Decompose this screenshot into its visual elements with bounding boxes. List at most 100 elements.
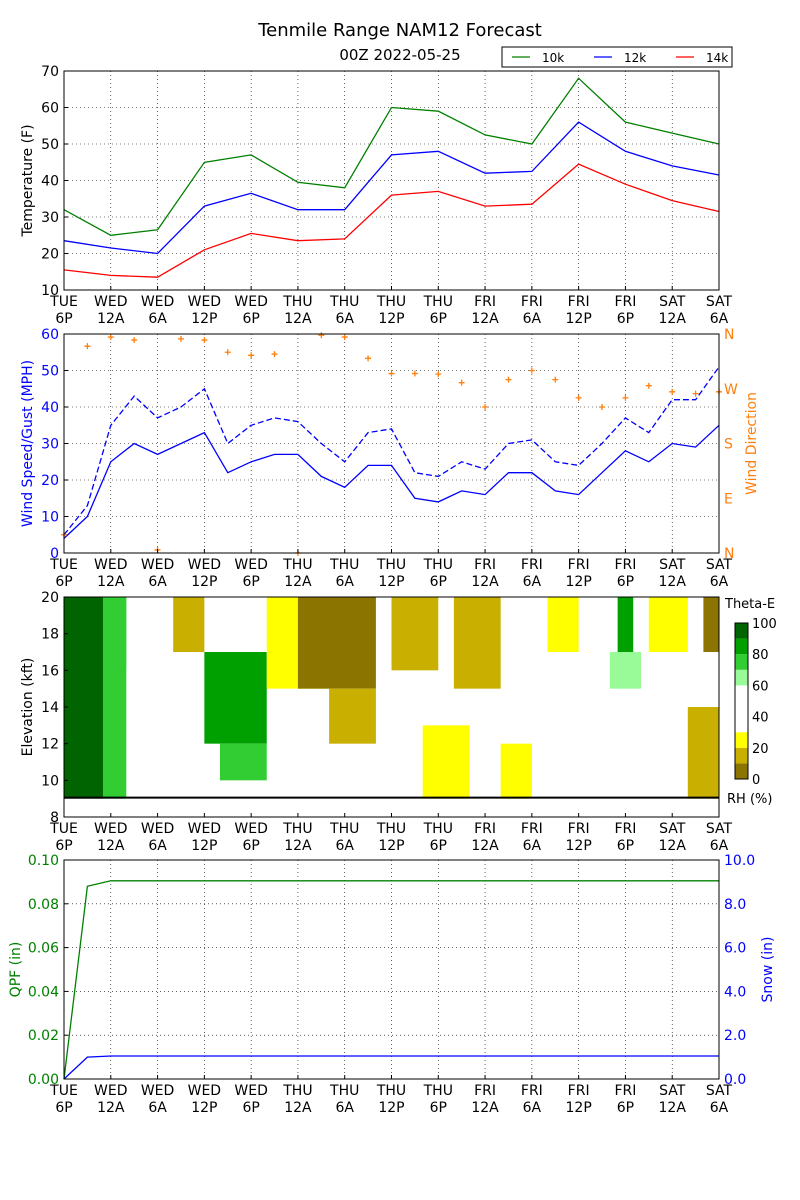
series-10k xyxy=(63,77,720,236)
rh-cell xyxy=(64,597,103,799)
colorbar-tick-label: 80 xyxy=(752,648,769,663)
rh-cell xyxy=(297,597,376,689)
colorbar-tick-label: 100 xyxy=(752,617,777,632)
colorbar-tick-label: 0 xyxy=(752,773,760,788)
x-tick-label-hour: 6P xyxy=(617,311,634,327)
wind-direction-marker xyxy=(341,334,348,341)
y2-tick-label: E xyxy=(724,491,733,507)
rh-cell xyxy=(204,652,267,744)
y2-tick-label: 10.0 xyxy=(724,853,755,869)
panel-precip: 0.0 2.0 4.0 6.0 8.0 10.0 Snow (in) 0.00 0.02 0.04… xyxy=(8,853,776,1116)
wind-direction-marker xyxy=(131,337,138,344)
legend-box xyxy=(501,46,733,68)
x-tick-label-day: WED xyxy=(188,557,221,573)
x-tick-label-day: WED xyxy=(188,294,221,310)
x-tick-label-day: SAT xyxy=(659,1083,686,1099)
x-tick-label-day: WED xyxy=(94,821,127,837)
x-tick-label-hour: 6A xyxy=(148,1100,167,1116)
y-axis-label: Elevation (kft) xyxy=(20,658,36,757)
x-tick-label-day: TUE xyxy=(49,557,78,573)
wind-direction-marker xyxy=(435,371,442,378)
legend-label: 12k xyxy=(624,51,646,65)
x-tick-label-hour: 12P xyxy=(378,1100,404,1116)
y-tick-label: 60 xyxy=(41,101,59,117)
wind-direction-marker xyxy=(645,382,652,389)
wind-direction-marker xyxy=(388,370,395,377)
x-tick-label-day: THU xyxy=(282,557,312,573)
wind-direction-marker xyxy=(575,394,582,401)
wind-direction-marker xyxy=(84,343,91,350)
x-tick-label-day: THU xyxy=(329,1083,359,1099)
x-tick-label-day: FRI xyxy=(474,1083,496,1099)
x-tick-label-hour: 6A xyxy=(523,838,542,854)
x-tick-label-hour: 6P xyxy=(617,574,634,590)
x-tick-label-day: FRI xyxy=(568,557,590,573)
x-tick-label-day: FRI xyxy=(474,294,496,310)
wind-direction-marker xyxy=(622,394,629,401)
x-tick-label-day: WED xyxy=(94,557,127,573)
y-axis-label: Wind Speed/Gust (MPH) xyxy=(20,360,36,527)
x-tick-label-hour: 6P xyxy=(430,838,447,854)
y-axis-label: Temperature (F) xyxy=(20,124,36,237)
y2-tick-label: N xyxy=(724,327,734,343)
colorbar-bin xyxy=(735,747,748,764)
y-tick-label: 60 xyxy=(41,327,59,343)
colorbar-bin xyxy=(735,654,748,670)
y-tick-label: 50 xyxy=(41,137,59,153)
x-tick-label-hour: 12A xyxy=(659,311,687,327)
wind-direction-marker xyxy=(669,388,676,395)
y-tick-label: 8 xyxy=(50,810,59,826)
x-tick-label-hour: 12P xyxy=(566,1100,592,1116)
x-tick-label-hour: 6P xyxy=(242,311,259,327)
x-tick-label-hour: 12P xyxy=(191,1100,217,1116)
series-speed xyxy=(63,424,720,539)
colorbar-bin xyxy=(735,685,748,733)
x-tick-label-day: WED xyxy=(234,294,267,310)
rh-cell xyxy=(703,597,719,652)
y-tick-label: 50 xyxy=(41,364,59,380)
x-tick-label-hour: 6A xyxy=(335,1100,354,1116)
x-tick-label-day: FRI xyxy=(521,557,543,573)
x-tick-label-day: FRI xyxy=(474,821,496,837)
x-tick-label-hour: 12P xyxy=(566,574,592,590)
x-tick-label-hour: 12P xyxy=(378,838,404,854)
rh-cell xyxy=(391,597,439,671)
x-tick-label-day: THU xyxy=(329,821,359,837)
x-tick-label-day: SAT xyxy=(706,1083,733,1099)
panel-theta_e_rh: 0 20 40 60 80 100 Theta-E RH (%) 8 10 12 14 16 18 20 El… xyxy=(20,590,777,854)
x-tick-label-day: FRI xyxy=(474,557,496,573)
x-tick-label-hour: 6A xyxy=(335,311,354,327)
x-tick-label-hour: 6P xyxy=(430,311,447,327)
wind-direction-marker xyxy=(411,370,418,377)
colorbar-label: RH (%) xyxy=(727,792,772,807)
x-tick-label-day: FRI xyxy=(521,1083,543,1099)
y-tick-label: 10 xyxy=(41,510,59,526)
y-tick-label: 0.08 xyxy=(28,897,59,913)
x-tick-label-day: FRI xyxy=(521,294,543,310)
colorbar-title: Theta-E xyxy=(724,597,775,612)
x-tick-label-hour: 12P xyxy=(378,574,404,590)
x-tick-label-day: FRI xyxy=(521,821,543,837)
wind-direction-marker xyxy=(599,404,606,410)
x-tick-label-day: WED xyxy=(141,294,174,310)
wind-direction-marker xyxy=(107,334,114,341)
y-axis-label: QPF (in) xyxy=(8,942,24,998)
wind-direction-marker xyxy=(528,367,535,374)
x-tick-label-hour: 6A xyxy=(710,574,729,590)
x-tick-label-day: FRI xyxy=(614,1083,636,1099)
y-tick-label: 20 xyxy=(41,590,59,606)
x-tick-label-hour: 12A xyxy=(471,1100,499,1116)
rh-cell xyxy=(453,597,501,689)
x-tick-label-day: SAT xyxy=(706,557,733,573)
x-tick-label-day: THU xyxy=(423,294,453,310)
x-tick-label-day: THU xyxy=(282,294,312,310)
y-tick-label: 16 xyxy=(41,663,59,679)
x-tick-label-day: WED xyxy=(94,1083,127,1099)
wind-direction-marker xyxy=(482,404,489,410)
x-tick-label-day: SAT xyxy=(659,557,686,573)
x-tick-label-hour: 6P xyxy=(617,838,634,854)
rh-cell xyxy=(609,652,642,689)
x-tick-label-hour: 6P xyxy=(617,1100,634,1116)
y2-tick-label: 4.0 xyxy=(724,984,746,1000)
